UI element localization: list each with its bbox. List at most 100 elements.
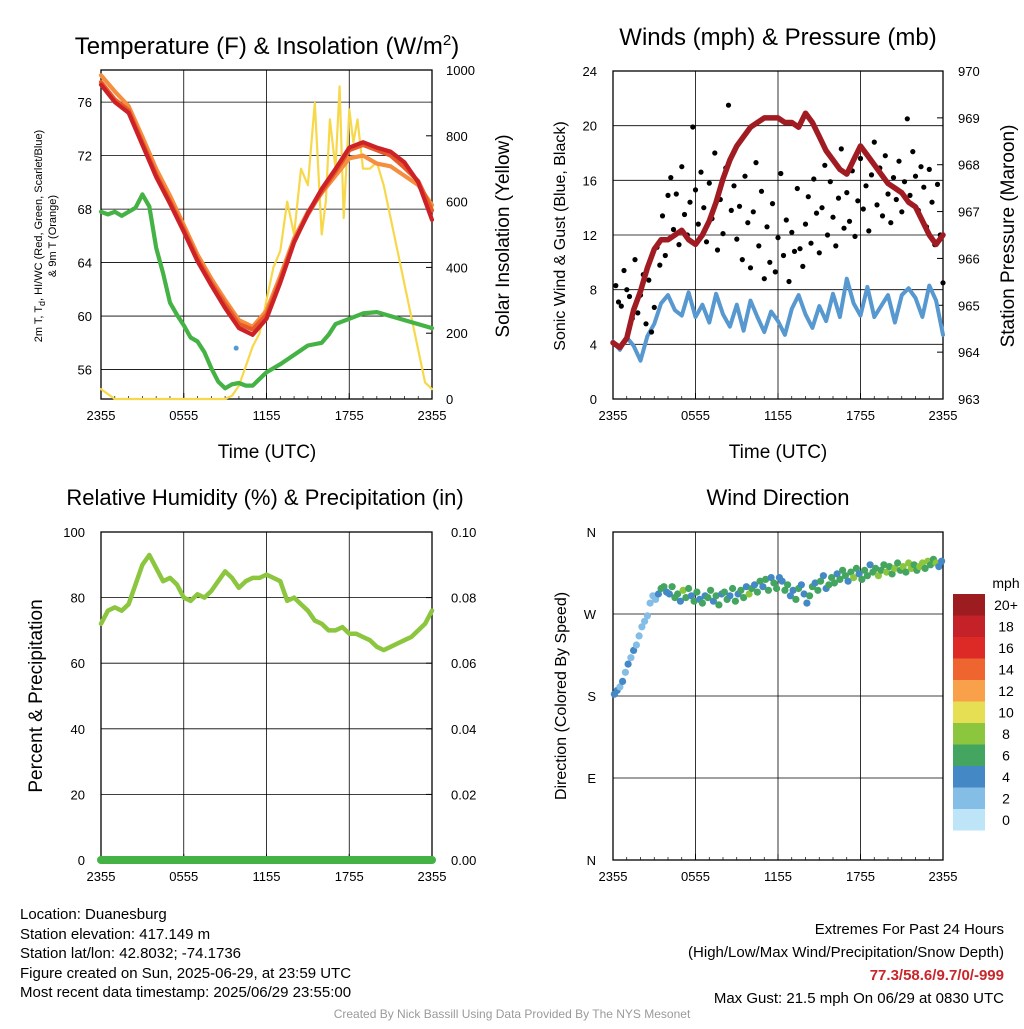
gust-point bbox=[714, 247, 721, 253]
humidity-xtick-label: 2355 bbox=[418, 869, 447, 884]
temperature-plot-frame bbox=[100, 69, 433, 400]
gust-point bbox=[882, 153, 888, 159]
gust-point bbox=[745, 220, 751, 226]
gust-point bbox=[789, 229, 795, 235]
direction-xtick-label: 1755 bbox=[846, 869, 875, 884]
legend-swatch bbox=[953, 680, 985, 702]
gust-point bbox=[866, 228, 872, 234]
direction-point bbox=[847, 568, 855, 576]
direction-point bbox=[742, 583, 751, 591]
legend-swatch bbox=[953, 766, 985, 788]
gust-point bbox=[896, 158, 902, 164]
wind-chill-point bbox=[233, 345, 239, 351]
precip-ytick-label: 0.10 bbox=[451, 525, 476, 540]
direction-point bbox=[751, 581, 759, 589]
temperature-ytick-label: 56 bbox=[78, 363, 92, 378]
gust-point bbox=[783, 217, 789, 223]
gust-point bbox=[893, 196, 899, 203]
humidity-ytick-label: 0 bbox=[78, 853, 85, 868]
direction-point bbox=[632, 641, 641, 649]
direction-point bbox=[899, 563, 907, 571]
gust-point bbox=[764, 224, 770, 230]
gust-point bbox=[690, 124, 696, 130]
latlon-text: Station lat/lon: 42.8032; -74.1736 bbox=[20, 945, 242, 962]
pressure-ytick-label: 967 bbox=[958, 205, 980, 220]
gust-point bbox=[844, 190, 850, 196]
humidity-ytick-label: 20 bbox=[71, 787, 85, 802]
direction-point bbox=[811, 579, 819, 587]
direction-point bbox=[773, 584, 781, 593]
gust-point bbox=[750, 209, 756, 215]
gust-point bbox=[827, 179, 833, 185]
direction-point bbox=[902, 568, 910, 576]
direction-point bbox=[643, 612, 652, 620]
gust-point bbox=[871, 139, 877, 145]
winds-panel: Winds (mph) & Pressure (mb) Time (UTC) S… bbox=[552, 24, 1019, 463]
credit-text: Created By Nick Bassill Using Data Provi… bbox=[333, 1007, 691, 1021]
direction-point bbox=[841, 572, 850, 580]
insolation-ylabel: Solar Insolation (Yellow) bbox=[493, 134, 514, 337]
direction-point bbox=[764, 586, 773, 594]
legend-swatch bbox=[953, 723, 985, 745]
extremes-values: 77.3/58.6/9.7/0/-999 bbox=[869, 967, 1004, 984]
legend-label: 6 bbox=[1002, 748, 1010, 764]
legend-label: 4 bbox=[1002, 769, 1010, 785]
wind-direction-panel: Wind Direction Direction (Colored By Spe… bbox=[553, 485, 1020, 884]
gust-point bbox=[767, 259, 773, 265]
pressure-ytick-label: 966 bbox=[958, 251, 980, 266]
direction-point bbox=[715, 601, 723, 609]
pressure-line bbox=[610, 110, 946, 351]
pressure-ytick-label: 969 bbox=[958, 111, 980, 126]
gust-point bbox=[868, 172, 875, 178]
humidity-panel: Relative Humidity (%) & Precipitation (i… bbox=[26, 485, 476, 884]
gust-point bbox=[665, 192, 671, 198]
direction-point bbox=[880, 561, 888, 569]
pressure-ytick-label: 968 bbox=[958, 158, 980, 173]
direction-point bbox=[621, 668, 630, 676]
direction-point bbox=[784, 581, 792, 589]
gust-point bbox=[926, 166, 932, 172]
elevation-text: Station elevation: 417.149 m bbox=[20, 925, 211, 943]
gust-point bbox=[651, 304, 657, 310]
direction-point bbox=[825, 581, 833, 589]
recent-text: Most recent data timestamp: 2025/06/29 2… bbox=[20, 984, 352, 1001]
gust-point bbox=[824, 232, 831, 238]
direction-point bbox=[704, 594, 712, 602]
gust-point bbox=[720, 231, 726, 237]
direction-point bbox=[861, 566, 869, 574]
direction-point bbox=[753, 588, 762, 596]
insolation-ytick-label: 200 bbox=[446, 326, 468, 341]
gust-point bbox=[772, 269, 778, 275]
gust-point bbox=[712, 150, 718, 156]
gust-point bbox=[885, 191, 891, 197]
gust-point bbox=[901, 179, 908, 185]
gust-point bbox=[833, 243, 839, 249]
insolation-ytick-label: 1000 bbox=[446, 63, 475, 78]
precip-ytick-label: 0.02 bbox=[451, 787, 476, 802]
insolation-series-line bbox=[99, 85, 434, 401]
direction-point bbox=[852, 564, 861, 573]
precip-ytick-label: 0.06 bbox=[451, 656, 476, 671]
direction-point bbox=[767, 574, 775, 582]
direction-point bbox=[679, 586, 687, 594]
direction-point bbox=[660, 583, 668, 591]
gust-point bbox=[679, 164, 685, 170]
direction-point bbox=[635, 632, 643, 640]
gust-point bbox=[780, 252, 787, 259]
wind-direction-title: Wind Direction bbox=[706, 485, 849, 510]
gust-point bbox=[929, 199, 935, 205]
temperature-xtick-label: 2355 bbox=[87, 408, 116, 423]
direction-point bbox=[863, 572, 872, 580]
gust-point bbox=[731, 183, 737, 189]
direction-point bbox=[885, 563, 894, 571]
direction-point bbox=[806, 592, 814, 600]
gust-point bbox=[706, 180, 712, 186]
wind-ylabel: Sonic Wind & Gust (Blue, Black) bbox=[552, 121, 569, 350]
direction-point bbox=[844, 577, 852, 585]
direction-point bbox=[709, 597, 718, 605]
insolation-ytick-label: 800 bbox=[446, 129, 468, 144]
winds-xtick-label: 2355 bbox=[929, 408, 958, 423]
direction-point bbox=[624, 660, 632, 668]
gust-point bbox=[838, 146, 844, 152]
direction-point bbox=[792, 595, 800, 604]
